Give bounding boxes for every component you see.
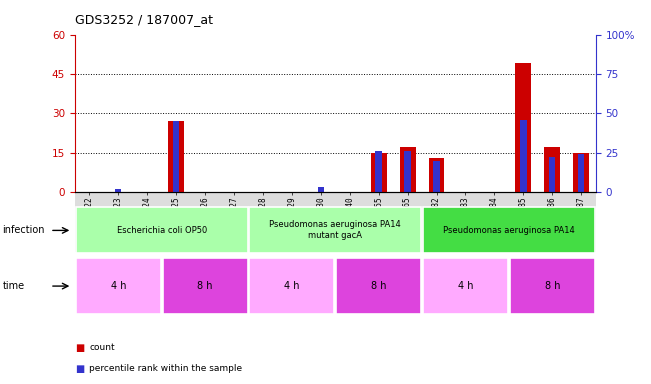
Bar: [578, 154, 585, 192]
Text: count: count: [89, 343, 115, 352]
Text: GDS3252 / 187007_at: GDS3252 / 187007_at: [75, 13, 213, 26]
Bar: [404, 151, 411, 192]
Bar: [318, 187, 324, 192]
Text: percentile rank within the sample: percentile rank within the sample: [89, 364, 242, 373]
Text: 4 h: 4 h: [284, 281, 299, 291]
Text: 4 h: 4 h: [458, 281, 473, 291]
Bar: [544, 147, 561, 192]
Bar: [400, 147, 415, 192]
Text: 8 h: 8 h: [197, 281, 213, 291]
Bar: [173, 121, 179, 192]
Bar: [249, 207, 421, 253]
Bar: [574, 153, 589, 192]
Text: Pseudomonas aeruginosa PA14
mutant gacA: Pseudomonas aeruginosa PA14 mutant gacA: [270, 220, 401, 240]
Bar: [336, 258, 421, 314]
Text: 8 h: 8 h: [544, 281, 560, 291]
Bar: [516, 63, 531, 192]
Text: ■: ■: [75, 364, 84, 374]
Text: time: time: [3, 281, 25, 291]
Bar: [163, 258, 247, 314]
Text: infection: infection: [3, 225, 45, 235]
Bar: [423, 258, 508, 314]
Bar: [428, 158, 445, 192]
Bar: [168, 121, 184, 192]
Bar: [249, 258, 335, 314]
Text: 8 h: 8 h: [371, 281, 387, 291]
Bar: [510, 258, 595, 314]
Text: 4 h: 4 h: [111, 281, 126, 291]
Bar: [549, 157, 555, 192]
Text: Pseudomonas aeruginosa PA14: Pseudomonas aeruginosa PA14: [443, 226, 575, 235]
Bar: [434, 161, 439, 192]
Text: Escherichia coli OP50: Escherichia coli OP50: [117, 226, 207, 235]
Bar: [370, 153, 387, 192]
Bar: [76, 207, 247, 253]
Bar: [76, 258, 161, 314]
Bar: [115, 189, 122, 192]
Bar: [376, 151, 382, 192]
Bar: [423, 207, 595, 253]
Text: ■: ■: [75, 343, 84, 353]
Bar: [520, 119, 527, 192]
